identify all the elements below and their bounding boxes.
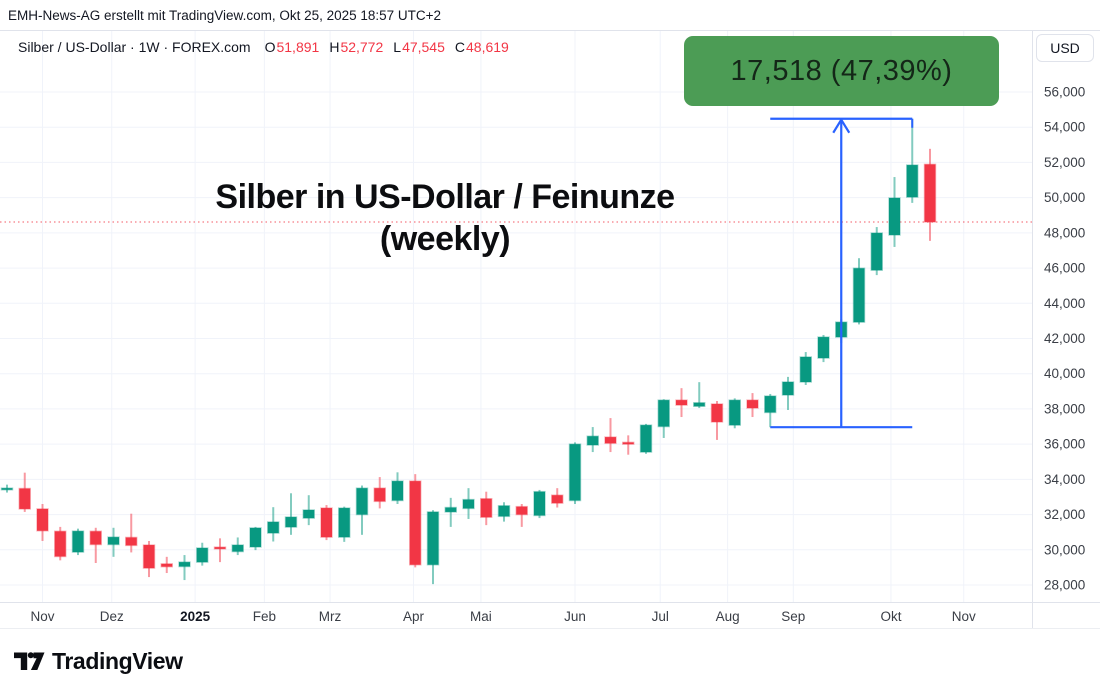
y-axis-label: 30,000 (1044, 542, 1085, 557)
candle-body (409, 480, 422, 566)
candle-body (249, 527, 262, 548)
candle-body (231, 544, 244, 553)
candle-body (426, 511, 440, 566)
candle-body (799, 356, 812, 383)
candle-body (746, 399, 759, 409)
measure-arrow-head (832, 119, 851, 134)
candle-body (71, 530, 85, 553)
candle-body (515, 505, 528, 516)
candle-body (497, 505, 511, 518)
candle-body (444, 506, 457, 513)
x-axis-label: Jun (564, 609, 586, 624)
y-axis-label: 46,000 (1044, 261, 1085, 276)
symbol-legend[interactable]: Silber / US-Dollar · 1W · FOREX.com O51,… (18, 39, 509, 55)
candle-body (906, 164, 919, 198)
candle-body (923, 163, 937, 223)
low-value: L47,545 (393, 39, 445, 55)
candle-body (817, 336, 830, 359)
x-axis-label: Mai (470, 609, 492, 624)
y-axis-label: 38,000 (1044, 401, 1085, 416)
x-axis-label: Okt (880, 609, 901, 624)
candle-body (89, 530, 102, 546)
y-axis-label: 42,000 (1044, 331, 1085, 346)
ohlc-values: O51,891 H52,772 L47,545 C48,619 (265, 39, 509, 55)
candle-body (462, 498, 475, 510)
candle-body (781, 381, 795, 396)
candle-body (142, 544, 156, 569)
y-axis-label: 50,000 (1044, 190, 1085, 205)
candle-body (586, 435, 599, 446)
x-axis-label: Sep (781, 609, 805, 624)
tradingview-logo-icon (14, 652, 45, 670)
candle-body (36, 508, 49, 532)
x-axis-label: Apr (403, 609, 425, 624)
candle-body (0, 487, 14, 491)
candle-body (178, 561, 191, 568)
candle-body (551, 494, 564, 504)
candle-body (338, 507, 351, 538)
y-axis-label: 54,000 (1044, 120, 1085, 135)
x-axis-label: Dez (100, 609, 124, 624)
candle-body (852, 267, 866, 323)
chart-annotation-title: Silber in US-Dollar / Feinunze (weekly) (110, 176, 780, 260)
y-axis-label: 34,000 (1044, 472, 1085, 487)
candle-body (213, 546, 227, 550)
candle-body (675, 399, 688, 406)
tradingview-logo-text: TradingView (52, 648, 183, 674)
credit-line: EMH-News-AG erstellt mit TradingView.com… (8, 8, 442, 23)
candle-body (18, 487, 31, 510)
y-axis-label: 36,000 (1044, 437, 1085, 452)
candle-body (391, 480, 404, 502)
candle-body (196, 547, 209, 563)
candle-body (284, 516, 298, 528)
y-axis-label: 40,000 (1044, 366, 1085, 381)
y-axis-label: 44,000 (1044, 296, 1085, 311)
symbol-title: Silber / US-Dollar · 1W · FOREX.com (18, 39, 251, 55)
candle-body (355, 487, 369, 516)
x-axis-label: Feb (253, 609, 276, 624)
candle-body (764, 395, 777, 414)
candle-body (639, 424, 653, 453)
open-value: O51,891 (264, 39, 320, 55)
candle-body (373, 487, 386, 503)
chart-annotation-title-line1: Silber in US-Dollar / Feinunze (215, 178, 675, 216)
candle-body (125, 536, 138, 547)
x-axis-label: Aug (716, 609, 740, 624)
y-axis-label: 56,000 (1044, 85, 1085, 100)
x-axis-label: Jul (652, 609, 669, 624)
currency-unit-button[interactable]: USD (1036, 34, 1094, 62)
tradingview-logo: TradingView (14, 648, 183, 675)
y-axis-label: 52,000 (1044, 155, 1085, 170)
chart-annotation-title-line2: (weekly) (379, 220, 511, 258)
candle-body (533, 490, 546, 517)
candle-body (728, 399, 741, 426)
y-axis-label: 48,000 (1044, 225, 1085, 240)
candle-body (622, 441, 635, 445)
candle-body (657, 399, 670, 428)
x-axis-label: 2025 (180, 609, 211, 624)
candle-body (710, 403, 724, 423)
candle-body (107, 536, 120, 546)
candle-body (480, 497, 493, 518)
close-value: C48,619 (454, 39, 509, 55)
candle-body (568, 443, 582, 502)
x-axis-label: Nov (952, 609, 976, 624)
measure-tool-label[interactable]: 17,518 (47,39%) (684, 36, 999, 106)
candle-body (320, 507, 333, 538)
x-axis-label: Nov (30, 609, 54, 624)
candle-body (302, 509, 315, 519)
candle-body (888, 197, 901, 236)
high-value: H52,772 (329, 39, 384, 55)
candle-body (54, 530, 67, 558)
y-axis-label: 28,000 (1044, 578, 1085, 593)
x-axis-label: Mrz (319, 609, 342, 624)
candle-body (870, 232, 883, 271)
candle-body (693, 402, 706, 408)
candle-body (604, 436, 617, 445)
y-axis-label: 32,000 (1044, 507, 1085, 522)
candle-body (160, 563, 173, 568)
candle-body (267, 521, 280, 534)
